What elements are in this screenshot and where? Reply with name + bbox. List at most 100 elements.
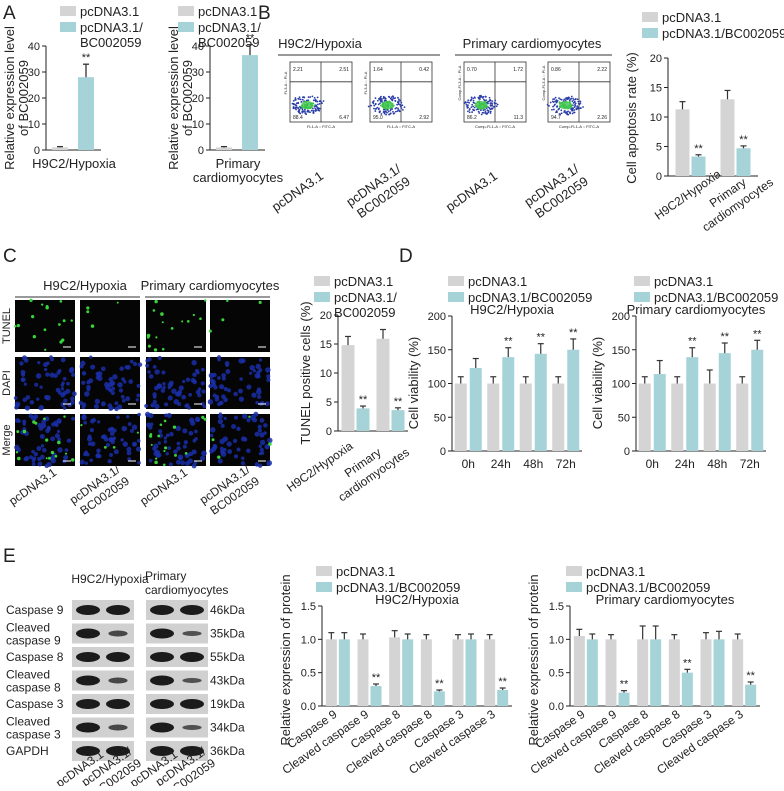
nucleus (112, 428, 117, 433)
panel-a-chart-1: 0 10 20 30 40 ** Relative expression level of B… (166, 26, 284, 185)
flow-event (321, 102, 323, 105)
nucleus (126, 446, 132, 452)
flow-event (374, 110, 377, 112)
significance-label: ** (569, 327, 578, 339)
nucleus (31, 415, 37, 422)
significance-label: ** (359, 394, 368, 406)
flow-event (387, 95, 390, 98)
tunel-positive-cell (159, 423, 163, 427)
nucleus (81, 380, 86, 385)
tunel-header-h9c2: H9C2/Hypoxia (43, 278, 128, 293)
flow-event (312, 112, 315, 114)
flow-event (567, 113, 570, 116)
tunel-positive-cell (31, 315, 35, 319)
tunel-positive-cell (86, 306, 90, 310)
flow-event (311, 107, 314, 110)
y-tick-label: 10 (28, 119, 40, 131)
blot-background (72, 717, 134, 738)
nucleus (256, 374, 261, 379)
nucleus (60, 387, 65, 391)
tunel-positive-cell (90, 324, 95, 328)
nucleus (118, 388, 124, 393)
nucleus (158, 429, 163, 434)
nucleus (46, 426, 51, 432)
nucleus (194, 437, 198, 441)
legend-swatch-bc002059 (178, 22, 194, 32)
legend-label-pcdna: pcDNA3.1 (654, 274, 713, 289)
nucleus (192, 372, 197, 377)
tunel-positive-cell (103, 446, 107, 449)
nucleus (95, 371, 100, 377)
blot-row-label: Cleaved (6, 715, 50, 729)
y-tick-label: 1.0 (549, 634, 564, 646)
flow-event (392, 97, 395, 100)
nucleus (20, 377, 26, 383)
flow-event (570, 95, 573, 98)
nucleus (154, 403, 160, 409)
nucleus (208, 384, 213, 389)
bar-pcdna (519, 383, 532, 451)
flow-event (480, 113, 483, 116)
y-tick-label: 0 (624, 446, 630, 458)
nucleus (38, 405, 44, 411)
nucleus (110, 390, 115, 396)
flow-event (472, 105, 475, 108)
panel-d-bar-chart-0: 0 50 100 150 200 ** ** ** (428, 311, 582, 458)
micrograph-frame (210, 300, 270, 352)
legend-swatch-pcdna (60, 6, 76, 16)
tunel-positive-cell (155, 457, 158, 460)
blot-strip-primary-6 (146, 741, 208, 761)
flow-event (549, 101, 552, 104)
flow-event (318, 102, 321, 105)
legend-label-bc002059: pcDNA3.1/ (334, 290, 397, 305)
flow-event (487, 111, 490, 114)
nucleus (51, 422, 56, 427)
flow-event (313, 105, 316, 108)
nucleus (162, 385, 166, 390)
significance-label: ** (504, 336, 513, 348)
y-tick-label: 20 (320, 310, 332, 322)
molecular-weight-label: 19kDa (210, 697, 245, 711)
nucleus (227, 388, 232, 393)
bar-bc002059 (653, 374, 666, 451)
blot-background (72, 600, 134, 620)
flow-event (551, 108, 553, 111)
flow-event (374, 108, 377, 110)
nucleus (55, 387, 61, 393)
nucleus (93, 404, 99, 409)
nucleus (177, 389, 183, 395)
nucleus (194, 429, 198, 434)
tunel-positive-cell (204, 299, 207, 302)
bar-bc002059 (713, 639, 725, 706)
bar-pcdna (736, 383, 749, 451)
protein-band (182, 725, 202, 730)
flow-header-h9c2: H9C2/Hypoxia (278, 36, 363, 51)
tunel-positive-cell (199, 317, 202, 321)
molecular-weight-label: 43kDa (210, 674, 245, 688)
flow-event (301, 108, 304, 111)
nucleus (219, 446, 224, 451)
flow-event (480, 94, 482, 97)
significance-label: ** (620, 679, 629, 691)
flow-event (568, 96, 571, 99)
protein-band (108, 677, 128, 684)
flow-event (466, 106, 469, 109)
y-tick-label: 150 (612, 345, 630, 357)
bar-pcdna (325, 639, 337, 706)
nucleus (146, 422, 152, 428)
nucleus (22, 422, 26, 426)
flow-header-primary: Primary cardiomyocytes (463, 36, 602, 51)
panel-letter-b: B (258, 3, 271, 24)
protein-band (150, 675, 174, 686)
bar-bc002059 (497, 690, 509, 706)
panel-b-bar-chart: 0 5 10 15 20 ** ** (650, 53, 758, 183)
flow-event (575, 107, 578, 110)
bar-bc002059 (650, 639, 662, 706)
nucleus (250, 414, 256, 421)
molecular-weight-label: 46kDa (210, 603, 245, 617)
nucleus (258, 451, 263, 456)
flow-event (384, 110, 387, 113)
tunel-positive-cell (47, 456, 51, 460)
